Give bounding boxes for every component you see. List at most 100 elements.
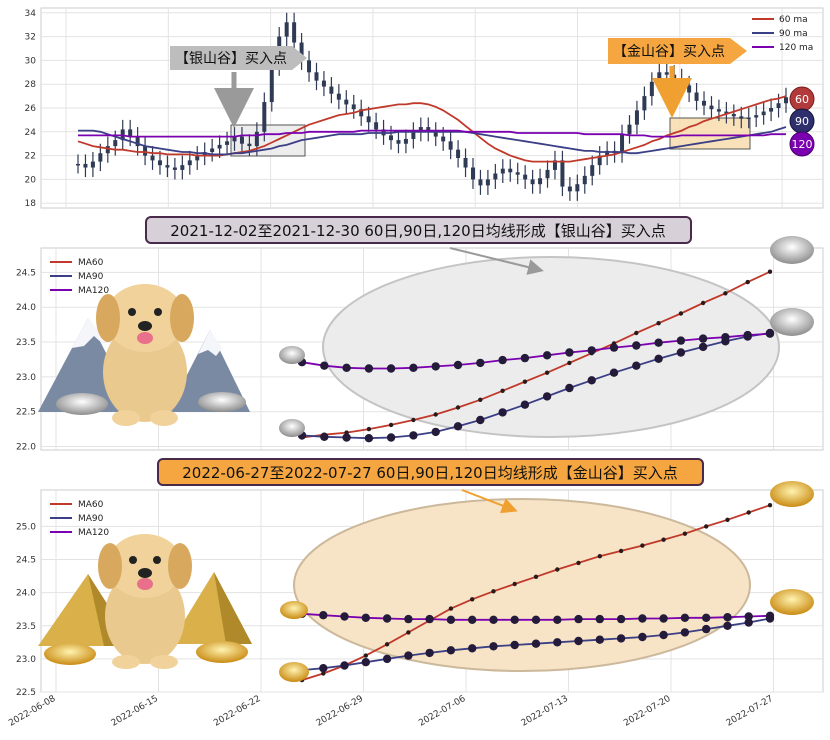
zoom-point-MA120 [531,615,541,624]
zoom-y-tick-label: 24.5 [16,556,36,566]
zoom-point-MA120 [340,612,349,621]
price-candle [98,153,103,162]
zoom-point-MA60 [567,360,572,366]
zoom-point-MA90 [431,427,440,437]
zoom-point-MA120 [702,613,711,622]
price-candle [76,163,80,166]
zoom-point-MA60 [745,279,750,285]
price-candle [299,42,304,61]
top-y-tick-label: 32 [25,33,36,43]
zoom-point-MA120 [520,353,530,363]
zoom-point-MA120 [553,615,562,624]
zoom-point-MA90 [553,638,562,647]
zoom-point-MA90 [520,400,530,409]
zoom-point-MA90 [364,434,374,443]
zoom-point-MA120 [476,358,485,368]
zoom-point-MA60 [767,503,773,508]
price-candle [403,138,408,144]
zoom-point-MA60 [478,397,483,402]
zoom-point-MA120 [595,614,604,624]
zoom-point-MA90 [659,630,668,640]
zoom-series-MA60 [301,270,771,439]
zoom-point-MA60 [555,567,560,572]
silver-legend-ma120: MA120 [78,286,109,296]
zoom-point-MA120 [404,614,413,624]
price-candle [321,80,326,87]
price-candle [493,173,498,180]
price-candle [620,134,625,154]
zoom-point-MA90 [319,664,328,673]
gold-ingot-icon [770,481,814,507]
price-candle [649,81,654,97]
price-candle [210,148,215,153]
zoom-point-MA90 [587,376,596,385]
price-candle [351,104,356,110]
price-candle [530,179,535,185]
price-candle [456,149,461,158]
price-candle [307,60,312,73]
zoom-point-MA120 [342,363,351,372]
top-series-60-ma [77,95,787,163]
zoom-point-MA90 [702,624,711,634]
price-candle [105,146,110,154]
top-y-tick-label: 20 [25,175,37,185]
zoom-point-MA120 [542,351,552,360]
zoom-point-MA60 [661,537,666,542]
price-candle [560,160,565,187]
zoom-point-MA120 [616,614,626,624]
zoom-point-MA60 [500,388,505,393]
gold-ingot-icon [196,641,248,663]
zoom-point-MA60 [321,671,326,676]
zoom-point-MA60 [725,517,730,522]
price-candle [463,158,468,168]
zoom-point-MA120 [382,614,392,623]
price-candle [754,115,759,118]
gold-ingot-icon [770,589,814,615]
zoom-point-MA120 [587,346,596,355]
silver-banner-title: 2021-12-02至2021-12-30 60日,90日,120日均线形成【银… [170,222,665,240]
price-candle [709,105,714,110]
badge-120 [789,131,815,157]
gold-legend: MA60 MA90 MA120 [50,500,109,538]
top-y-tick-label: 24 [25,128,37,138]
price-candle [426,127,431,132]
price-candle [500,168,505,174]
top-chart: 18 20 22 24 26 28 30 32 34 【银山谷】买入点 【金山谷】买入点 60 … [25,7,824,209]
zoom-point-MA90 [698,342,708,352]
top-ma-lines [77,95,787,163]
zoom-point-MA120 [446,615,456,624]
zoom-point-MA90 [320,432,329,441]
top-legend-ma120: 120 ma [779,43,813,53]
zoom-point-MA90 [425,648,434,658]
badge-90-label: 90 [795,115,809,128]
zoom-point-MA90 [453,422,463,431]
price-candle [225,141,230,145]
price-candle [731,113,736,117]
price-candle [172,167,177,170]
zoom-y-tick-label: 24.0 [16,303,36,313]
x-tick-label: 2022-07-06 [417,694,468,729]
gold-ingot-decor [279,481,814,682]
top-y-tick-label: 34 [25,9,37,19]
price-candle [448,141,453,150]
price-candle [769,108,774,112]
price-candle [284,22,289,37]
silver-ingot-icon [279,346,305,364]
mountain-right-icon [168,330,250,412]
price-candle [83,163,88,168]
zoom-point-MA120 [320,361,329,370]
gold-x-axis: 2022-06-08 2022-06-15 2022-06-22 2022-06-29… [7,694,775,729]
zoom-point-MA120 [698,334,708,343]
price-candle [150,155,155,161]
zoom-point-MA120 [723,613,732,622]
silver-chart: 22.0 22.5 23.0 23.5 24.0 24.5 MA60 [16,216,824,453]
silver-legend-ma90: MA90 [78,272,104,282]
price-candle [582,175,587,185]
zoom-point-MA120 [431,362,440,371]
zoom-point-MA120 [489,615,498,624]
gold-ma-lines [297,503,775,683]
dog-head-icon [107,534,183,598]
zoom-point-MA90 [404,651,413,660]
silver-callout-text: 【银山谷】买入点 [175,51,287,67]
